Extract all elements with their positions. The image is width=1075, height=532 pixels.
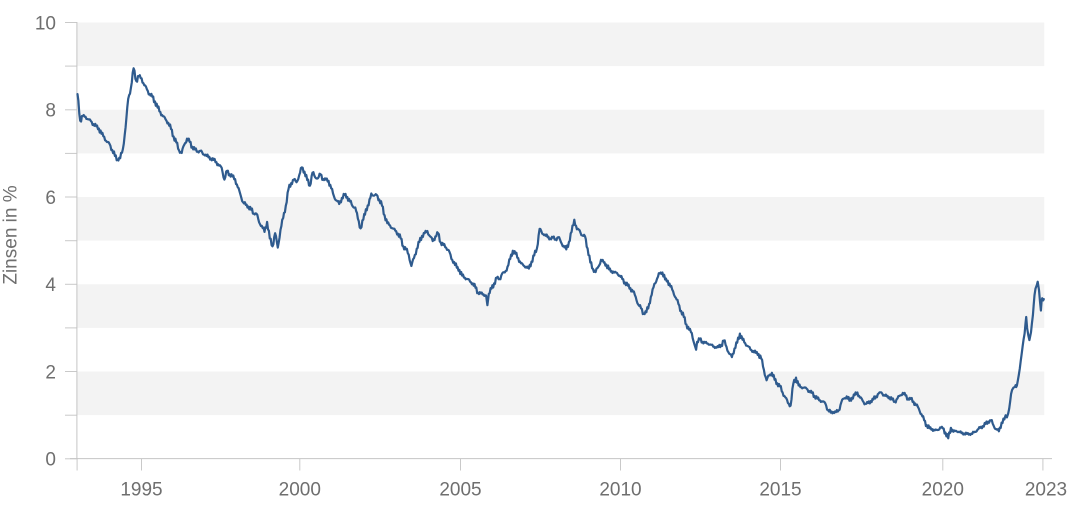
svg-text:2020: 2020 xyxy=(922,479,964,500)
svg-text:2005: 2005 xyxy=(439,479,481,500)
svg-text:2010: 2010 xyxy=(599,479,641,500)
svg-text:2023: 2023 xyxy=(1025,479,1067,500)
svg-text:2015: 2015 xyxy=(759,479,801,500)
svg-text:4: 4 xyxy=(45,275,56,296)
svg-text:10: 10 xyxy=(35,13,56,34)
svg-text:6: 6 xyxy=(45,188,56,209)
svg-text:8: 8 xyxy=(45,101,56,122)
svg-text:Zinsen in %: Zinsen in % xyxy=(1,185,22,284)
svg-text:2000: 2000 xyxy=(279,479,321,500)
svg-text:1995: 1995 xyxy=(120,479,162,500)
svg-text:2: 2 xyxy=(45,362,56,383)
svg-text:0: 0 xyxy=(45,450,56,471)
